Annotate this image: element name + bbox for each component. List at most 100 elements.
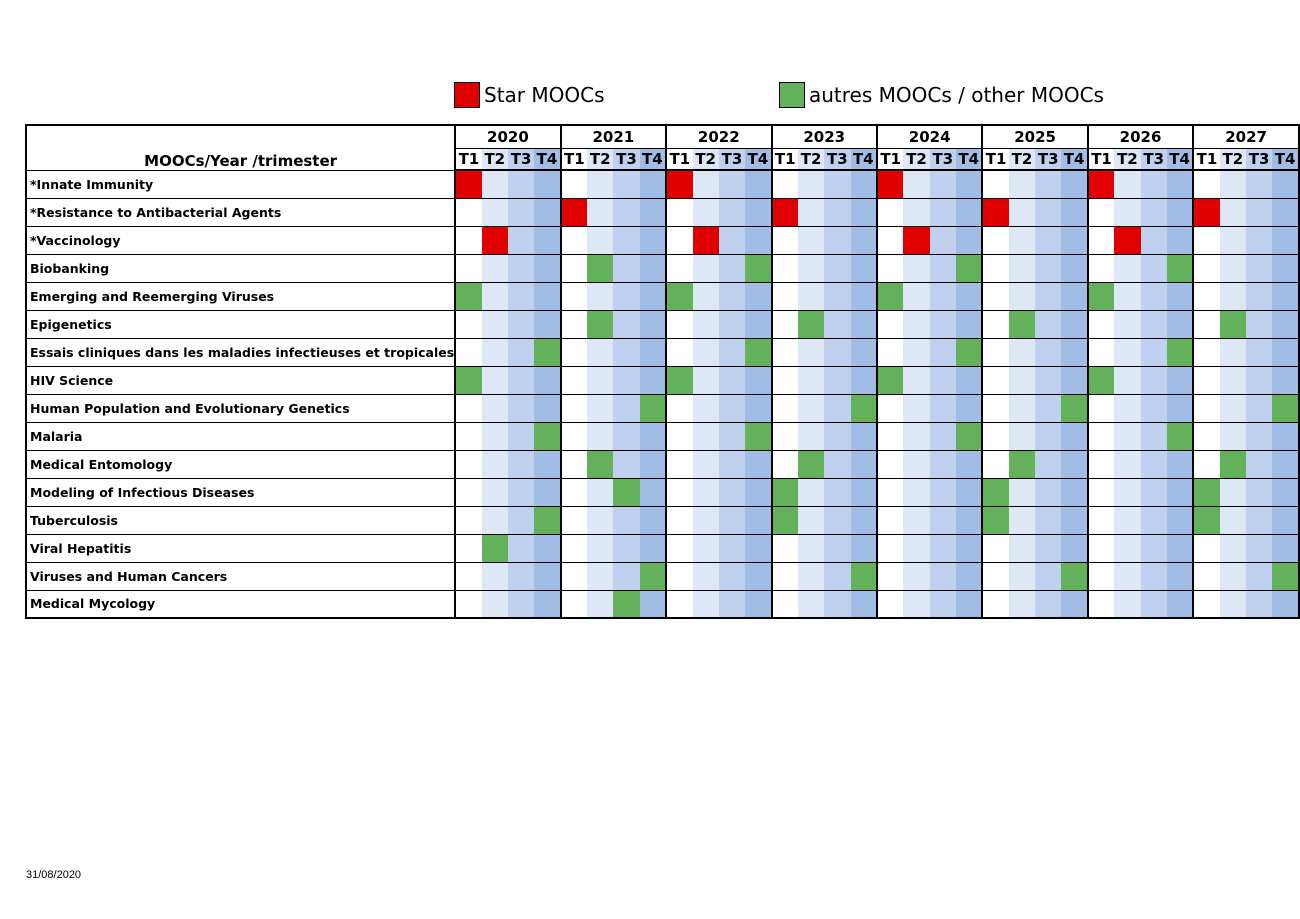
schedule-cell-2025-T4 [1061,449,1089,478]
schedule-cell-2025-T2 [1008,169,1036,198]
schedule-cell-2026-T3 [1140,169,1167,198]
schedule-cell-2025-T4 [1061,533,1089,562]
schedule-cell-2020-T3 [507,393,535,422]
schedule-cell-2021-T4 [639,365,668,394]
schedule-cell-2026-T2 [1114,505,1141,534]
schedule-cell-2020-T1 [455,225,482,254]
schedule-cell-2025-T4 [1061,337,1089,366]
schedule-cell-2026-T2 [1114,197,1141,226]
schedule-cell-2024-T3 [929,561,956,590]
schedule-cell-2022-T4 [745,225,773,254]
schedule-cell-2024-T3 [929,253,956,282]
schedule-cell-2025-T3 [1035,253,1062,282]
schedule-cell-2021-T2 [587,505,614,534]
scheduled-other-cell-2024-T4 [955,337,984,366]
schedule-cell-2021-T2 [587,225,614,254]
legend-other: autres MOOCs / other MOOCs [779,80,1104,110]
quarter-header-2020-T1: T1 [455,148,482,171]
schedule-cell-2026-T3 [1140,449,1167,478]
schedule-cell-2027-T4 [1272,197,1300,226]
schedule-cell-2023-T2 [797,225,825,254]
scheduled-star-cell-2027-T1 [1193,197,1220,226]
schedule-cell-2026-T1 [1087,393,1115,422]
schedule-cell-2023-T1 [771,225,798,254]
schedule-cell-2024-T3 [929,197,956,226]
schedule-cell-2020-T3 [507,561,535,590]
schedule-cell-2022-T3 [718,337,746,366]
schedule-cell-2025-T2 [1008,561,1036,590]
schedule-cell-2027-T1 [1193,309,1220,338]
schedule-cell-2023-T4 [850,421,878,450]
schedule-cell-2022-T1 [666,253,693,282]
schedule-cell-2022-T4 [745,393,773,422]
schedule-cell-2026-T2 [1114,365,1141,394]
schedule-cell-2023-T4 [850,225,878,254]
quarter-header-2021-T2: T2 [587,148,614,171]
year-header-2020: 2020 [455,125,562,149]
schedule-cell-2024-T1 [876,477,904,506]
schedule-cell-2022-T2 [692,281,719,310]
schedule-cell-2026-T4 [1166,589,1195,618]
quarter-header-2025-T3: T3 [1035,148,1062,171]
schedule-cell-2021-T3 [613,169,640,198]
schedule-cell-2024-T3 [929,337,956,366]
year-header-row: MOOCs/Year /trimester 2020 2021 2022 2023 20… [26,125,1300,170]
schedule-cell-2022-T3 [718,421,746,450]
schedule-cell-2026-T4 [1166,477,1195,506]
schedule-cell-2026-T2 [1114,337,1141,366]
schedule-cell-2027-T4 [1272,589,1300,618]
table-header-label: MOOCs/Year /trimester [26,125,457,170]
schedule-cell-2025-T2 [1008,197,1036,226]
schedule-cell-2027-T3 [1245,533,1273,562]
schedule-cell-2023-T3 [824,337,851,366]
schedule-cell-2022-T3 [718,309,746,338]
schedule-cell-2020-T2 [481,281,508,310]
scheduled-other-cell-2027-T1 [1193,477,1220,506]
schedule-cell-2021-T2 [587,365,614,394]
schedule-cell-2021-T3 [613,337,640,366]
quarter-header-2023-T2: T2 [797,148,825,171]
quarter-header-2021-T3: T3 [613,148,640,171]
quarter-header-row: T1 T2 T3 T4 T1 T2 T3 T4 T1 T2 T3 T4 T1 T2 T3 T4 T1 T2 T3 T4… [26,148,1300,171]
schedule-cell-2024-T4 [955,281,984,310]
quarter-header-2021-T4: T4 [639,148,668,171]
schedule-cell-2020-T4 [534,533,562,562]
schedule-cell-2027-T3 [1245,281,1273,310]
schedule-cell-2026-T1 [1087,225,1115,254]
schedule-cell-2026-T1 [1087,253,1115,282]
schedule-cell-2020-T4 [534,477,562,506]
course-name: Medical Mycology [26,589,457,618]
quarter-header-2027-T1: T1 [1193,148,1220,171]
schedule-cell-2027-T4 [1272,225,1300,254]
schedule-cell-2021-T4 [639,169,668,198]
schedule-cell-2021-T3 [613,309,640,338]
schedule-cell-2027-T1 [1193,225,1220,254]
quarter-header-2025-T1: T1 [982,148,1009,171]
schedule-cell-2022-T4 [745,561,773,590]
schedule-cell-2025-T1 [982,561,1009,590]
scheduled-other-cell-2026-T4 [1166,253,1195,282]
schedule-cell-2026-T2 [1114,561,1141,590]
schedule-cell-2022-T2 [692,309,719,338]
schedule-cell-2024-T4 [955,449,984,478]
schedule-cell-2021-T3 [613,197,640,226]
schedule-cell-2026-T3 [1140,561,1167,590]
schedule-cell-2026-T3 [1140,477,1167,506]
schedule-cell-2027-T4 [1272,505,1300,534]
schedule-cell-2023-T3 [824,197,851,226]
schedule-cell-2026-T2 [1114,169,1141,198]
schedule-cell-2021-T3 [613,393,640,422]
schedule-cell-2027-T2 [1219,197,1246,226]
schedule-cell-2021-T1 [560,393,588,422]
schedule-cell-2023-T2 [797,365,825,394]
scheduled-other-cell-2020-T1 [455,365,482,394]
schedule-cell-2021-T3 [613,365,640,394]
schedule-cell-2023-T3 [824,505,851,534]
quarter-header-2022-T4: T4 [745,148,773,171]
schedule-cell-2024-T3 [929,281,956,310]
schedule-cell-2023-T1 [771,253,798,282]
year-header-2021: 2021 [560,125,668,149]
schedule-cell-2025-T1 [982,393,1009,422]
scheduled-other-cell-2027-T4 [1272,561,1300,590]
schedule-cell-2021-T2 [587,421,614,450]
